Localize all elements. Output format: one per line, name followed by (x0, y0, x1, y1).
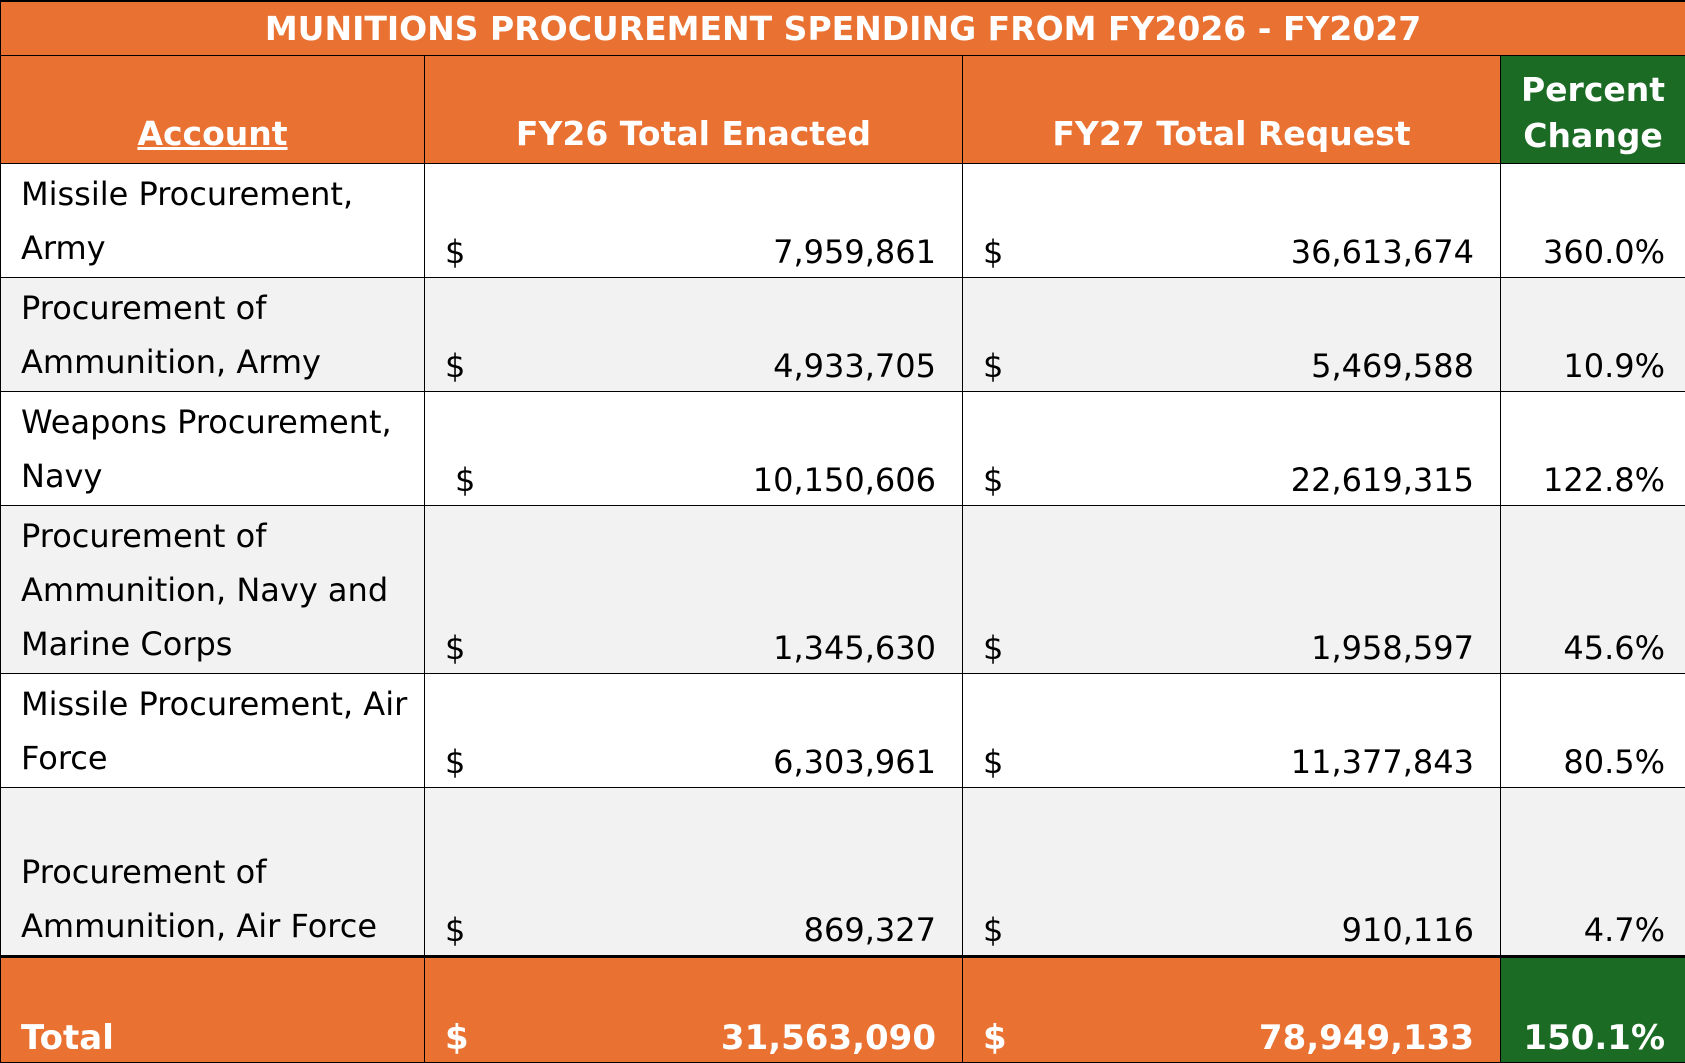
fy27-value: 5,469,588 (1311, 347, 1474, 385)
fy26-value: 4,933,705 (773, 347, 936, 385)
spreadsheet: MUNITIONS PROCUREMENT SPENDING FROM FY20… (0, 0, 1685, 1020)
table-row: Procurement of Ammunition, Air Force $86… (1, 788, 1685, 957)
account-cell[interactable]: Missile Procurement, Army (1, 164, 425, 278)
header-fy26[interactable]: FY26 Total Enacted (425, 56, 963, 164)
total-pct-cell[interactable]: 150.1% (1501, 957, 1685, 1063)
currency-symbol: $ (983, 233, 1003, 271)
fy27-value: 11,377,843 (1291, 743, 1474, 781)
currency-symbol: $ (983, 629, 1003, 667)
header-fy27[interactable]: FY27 Total Request (963, 56, 1501, 164)
fy26-value: 869,327 (804, 911, 936, 949)
fy27-value: 36,613,674 (1291, 233, 1474, 271)
fy27-cell[interactable]: $910,116 (963, 788, 1501, 957)
currency-symbol: $ (983, 461, 1003, 499)
currency-symbol: $ (445, 1018, 469, 1058)
fy26-value: 6,303,961 (773, 743, 936, 781)
pct-cell[interactable]: 10.9% (1501, 278, 1685, 392)
pct-cell[interactable]: 4.7% (1501, 788, 1685, 957)
total-fy27-cell[interactable]: $78,949,133 (963, 957, 1501, 1063)
fy26-value: 10,150,606 (753, 461, 936, 499)
total-fy26-value: 31,563,090 (721, 1018, 936, 1058)
total-row: Total $31,563,090 $78,949,133 150.1% (1, 957, 1685, 1063)
currency-symbol: $ (445, 911, 465, 949)
pct-cell[interactable]: 122.8% (1501, 392, 1685, 506)
pct-cell[interactable]: 45.6% (1501, 506, 1685, 674)
header-pct-label: Percent Change (1501, 67, 1685, 159)
header-row: Account FY26 Total Enacted FY27 Total Re… (1, 56, 1685, 164)
fy26-cell[interactable]: $1,345,630 (425, 506, 963, 674)
account-cell[interactable]: Procurement of Ammunition, Army (1, 278, 425, 392)
account-cell[interactable]: Missile Procurement, Air Force (1, 674, 425, 788)
currency-symbol: $ (445, 347, 465, 385)
fy27-cell[interactable]: $22,619,315 (963, 392, 1501, 506)
fy26-value: 1,345,630 (773, 629, 936, 667)
fy26-cell[interactable]: $4,933,705 (425, 278, 963, 392)
total-fy27-value: 78,949,133 (1259, 1018, 1474, 1058)
header-percent-change[interactable]: Percent Change (1501, 56, 1685, 164)
fy27-value: 22,619,315 (1291, 461, 1474, 499)
currency-symbol: $ (983, 347, 1003, 385)
table-row: Missile Procurement, Army $7,959,861 $36… (1, 164, 1685, 278)
fy27-value: 1,958,597 (1311, 629, 1474, 667)
fy27-cell[interactable]: $5,469,588 (963, 278, 1501, 392)
table-row: Procurement of Ammunition, Navy and Mari… (1, 506, 1685, 674)
table-row: Weapons Procurement, Navy $10,150,606 $2… (1, 392, 1685, 506)
fy26-cell[interactable]: $7,959,861 (425, 164, 963, 278)
table-row: Missile Procurement, Air Force $6,303,96… (1, 674, 1685, 788)
total-label[interactable]: Total (1, 957, 425, 1063)
fy26-cell[interactable]: $869,327 (425, 788, 963, 957)
currency-symbol: $ (445, 629, 465, 667)
currency-symbol: $ (983, 911, 1003, 949)
fy27-cell[interactable]: $36,613,674 (963, 164, 1501, 278)
currency-symbol: $ (445, 743, 465, 781)
currency-symbol: $ (445, 233, 465, 271)
pct-cell[interactable]: 80.5% (1501, 674, 1685, 788)
table-row: Procurement of Ammunition, Army $4,933,7… (1, 278, 1685, 392)
currency-symbol: $ (983, 743, 1003, 781)
header-account-label: Account (137, 114, 287, 153)
fy26-value: 7,959,861 (773, 233, 936, 271)
fy27-value: 910,116 (1342, 911, 1474, 949)
total-fy26-cell[interactable]: $31,563,090 (425, 957, 963, 1063)
account-cell[interactable]: Weapons Procurement, Navy (1, 392, 425, 506)
currency-symbol: $ (455, 461, 475, 499)
fy26-cell[interactable]: $6,303,961 (425, 674, 963, 788)
fy26-cell[interactable]: $10,150,606 (425, 392, 963, 506)
title-row: MUNITIONS PROCUREMENT SPENDING FROM FY20… (1, 1, 1685, 56)
currency-symbol: $ (983, 1018, 1007, 1058)
account-cell[interactable]: Procurement of Ammunition, Navy and Mari… (1, 506, 425, 674)
fy27-cell[interactable]: $1,958,597 (963, 506, 1501, 674)
account-cell[interactable]: Procurement of Ammunition, Air Force (1, 788, 425, 957)
fy27-cell[interactable]: $11,377,843 (963, 674, 1501, 788)
table-title[interactable]: MUNITIONS PROCUREMENT SPENDING FROM FY20… (1, 1, 1685, 56)
pct-cell[interactable]: 360.0% (1501, 164, 1685, 278)
header-account[interactable]: Account (1, 56, 425, 164)
